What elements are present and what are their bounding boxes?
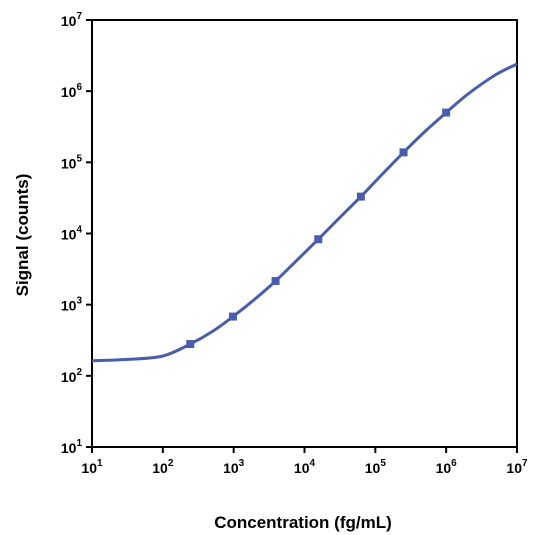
plot-frame	[91, 19, 518, 448]
data-point	[228, 312, 237, 321]
x-tick-label: 106	[436, 458, 458, 476]
x-tick-label: 107	[506, 458, 528, 476]
x-tick-label: 104	[294, 458, 316, 476]
y-tick-label: 107	[61, 11, 83, 29]
x-tick-label: 103	[223, 458, 245, 476]
y-tick-label: 105	[61, 153, 83, 171]
fit-curve-line	[91, 62, 518, 363]
plot-axes	[91, 19, 518, 448]
x-axis-title: Concentration (fg/mL)	[214, 513, 392, 532]
y-tick-label: 103	[61, 296, 83, 314]
y-tick-label: 102	[61, 367, 83, 385]
data-point	[314, 235, 323, 244]
x-tick-label: 101	[81, 458, 103, 476]
y-axis-title: Signal (counts)	[13, 174, 32, 297]
x-tick-label: 105	[365, 458, 387, 476]
y-tick-label: 106	[61, 82, 83, 100]
data-point	[356, 192, 365, 201]
y-tick-label: 101	[61, 438, 83, 456]
data-point	[442, 108, 451, 117]
x-tick-label: 102	[152, 458, 174, 476]
data-point	[399, 148, 408, 157]
data-point	[271, 277, 280, 286]
fit-curve-layer	[91, 62, 518, 363]
y-tick-label: 104	[61, 225, 83, 243]
x-axis-ticks: 101 102 103 104 105 106 107	[81, 447, 528, 476]
y-axis-ticks: 101 102 103 104 105 106 107	[61, 11, 92, 456]
data-points-layer	[186, 108, 451, 349]
data-point	[186, 340, 195, 349]
